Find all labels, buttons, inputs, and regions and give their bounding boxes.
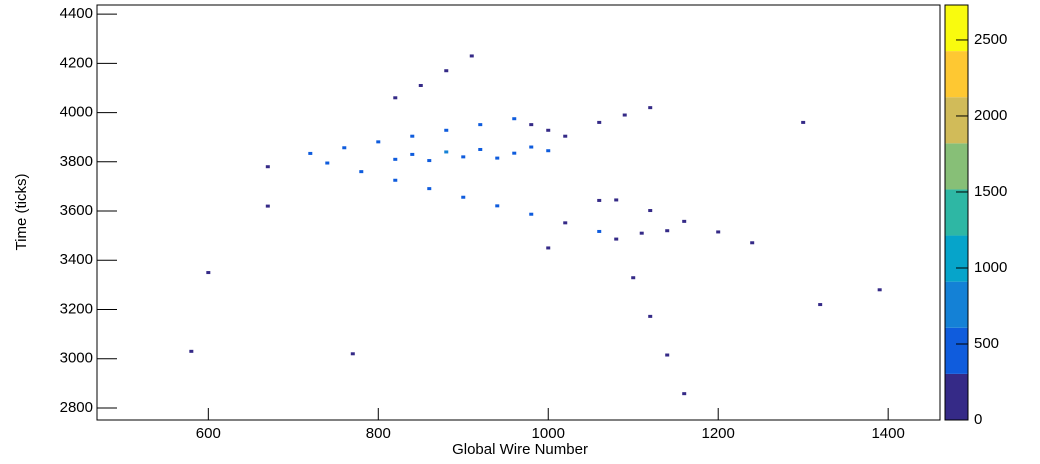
hit: [597, 198, 602, 202]
colorbar-band: [945, 235, 968, 282]
hit: [444, 128, 449, 132]
hit: [359, 170, 364, 174]
hit: [597, 229, 602, 233]
hit: [444, 150, 449, 154]
hit: [546, 246, 551, 250]
hit: [393, 157, 398, 161]
hit: [325, 161, 330, 165]
hit: [877, 288, 882, 292]
hit: [461, 195, 466, 199]
colorbar-band: [945, 189, 968, 236]
x-tick-label: 1400: [871, 425, 904, 442]
hit: [418, 83, 423, 87]
hit: [393, 178, 398, 182]
hit: [265, 204, 270, 208]
colorbar-tick-label: 0: [974, 411, 982, 428]
hit: [716, 230, 721, 234]
x-tick-label: 1000: [532, 425, 565, 442]
y-tick-label: 3200: [60, 300, 93, 317]
hit: [350, 352, 355, 356]
y-tick-label: 3000: [60, 350, 93, 367]
x-tick-label: 800: [366, 425, 391, 442]
hit: [665, 229, 670, 233]
colorbar-tick-label: 500: [974, 335, 999, 352]
colorbar-band: [945, 281, 968, 328]
colorbar-band: [945, 143, 968, 190]
hit: [529, 123, 534, 127]
y-tick-label: 3600: [60, 202, 93, 219]
hit: [648, 314, 653, 318]
hit: [682, 219, 687, 223]
hit: [750, 241, 755, 245]
y-axis-label: Time (ticks): [13, 174, 30, 251]
y-tick-label: 4000: [60, 104, 93, 121]
colorbar-tick-label: 1500: [974, 183, 1007, 200]
hit: [444, 69, 449, 73]
y-tick-label: 2800: [60, 399, 93, 416]
hit: [410, 134, 415, 138]
colorbar-tick-label: 1000: [974, 259, 1007, 276]
hit: [631, 276, 636, 280]
hit: [410, 152, 415, 156]
hit: [563, 221, 568, 225]
hit: [206, 271, 211, 275]
hit: [478, 147, 483, 151]
hit: [461, 155, 466, 159]
hit: [189, 349, 194, 353]
hit: [376, 140, 381, 144]
hit: [495, 156, 500, 160]
hit: [308, 151, 313, 155]
x-tick-label: 600: [196, 425, 221, 442]
colorbar-tick-label: 2500: [974, 31, 1007, 48]
hit: [512, 151, 517, 155]
hit: [639, 231, 644, 235]
hit: [427, 187, 432, 191]
hit: [597, 120, 602, 124]
colorbar-band: [945, 51, 968, 98]
hit: [665, 353, 670, 357]
x-axis-label: Global Wire Number: [452, 441, 588, 458]
colorbar-band: [945, 97, 968, 144]
hit: [563, 134, 568, 138]
hit: [648, 106, 653, 110]
hit: [614, 198, 619, 202]
hit: [648, 209, 653, 213]
x-tick-label: 1200: [702, 425, 735, 442]
hit: [818, 303, 823, 307]
plot-frame: [96, 4, 941, 421]
y-tick-label: 3800: [60, 153, 93, 170]
hit: [469, 54, 474, 58]
hit: [427, 159, 432, 163]
y-tick-label: 4400: [60, 5, 93, 22]
y-tick-label: 4200: [60, 54, 93, 71]
colorbar-band: [945, 5, 968, 52]
colorbar-band: [945, 327, 968, 374]
hit: [614, 237, 619, 241]
hit: [478, 123, 483, 127]
hit: [546, 149, 551, 153]
hit: [495, 204, 500, 208]
hit: [342, 146, 347, 150]
hit: [622, 113, 627, 117]
hit: [546, 128, 551, 132]
hit: [801, 120, 806, 124]
hit: [265, 165, 270, 169]
hit: [682, 392, 687, 396]
colorbar-band: [945, 373, 968, 420]
hit: [393, 96, 398, 100]
hit: [512, 117, 517, 121]
colorbar-tick-label: 2000: [974, 107, 1007, 124]
hit: [529, 212, 534, 216]
y-tick-label: 3400: [60, 251, 93, 268]
hit: [529, 145, 534, 149]
